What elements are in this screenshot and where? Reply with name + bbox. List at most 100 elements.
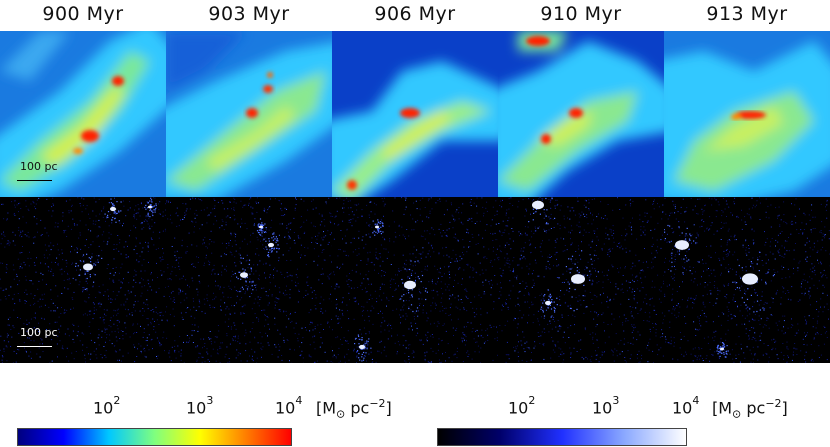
star-particle [694, 278, 696, 280]
star-particle [791, 224, 793, 225]
star-particle [377, 229, 379, 231]
star-particle [735, 283, 736, 285]
star-particle [252, 355, 253, 357]
star-particle [533, 199, 535, 201]
star-particle [427, 317, 429, 319]
star-particle [576, 266, 578, 269]
star-particle [256, 236, 258, 238]
star-particle [531, 286, 533, 288]
star-particle [408, 307, 410, 310]
star-particle [673, 231, 675, 233]
star-particle [19, 233, 21, 235]
star-particle [406, 269, 408, 271]
star-particle [442, 325, 444, 326]
star-particle [145, 204, 147, 206]
star-particle [675, 269, 677, 270]
star-particle [449, 221, 451, 223]
star-particle [152, 348, 153, 350]
star-particle [332, 350, 333, 352]
star-particle [641, 354, 643, 356]
star-particle [387, 325, 389, 327]
star-particle [733, 301, 735, 303]
star-particle [446, 209, 448, 211]
star-particle [777, 217, 778, 219]
star-particle [500, 294, 502, 296]
star-particle [753, 242, 755, 244]
star-particle [151, 272, 152, 274]
star-particle [234, 256, 236, 258]
star-particle [138, 343, 140, 345]
star-particle [398, 225, 400, 227]
star-particle [299, 226, 301, 228]
star-particle [226, 306, 228, 308]
star-particle [72, 277, 74, 279]
star-particle [526, 285, 528, 287]
star-particle [347, 207, 349, 209]
star-particle [359, 338, 361, 340]
star-particle [380, 352, 382, 354]
star-particle [337, 316, 339, 318]
star-particle [226, 247, 228, 249]
star-particle [783, 201, 785, 203]
star-particle [196, 214, 198, 216]
star-particle [695, 328, 697, 330]
star-particle [584, 269, 586, 271]
star-particle [93, 309, 95, 311]
star-particle [625, 266, 626, 267]
star-particle [50, 310, 52, 312]
star-particle [509, 298, 511, 300]
star-particle [353, 214, 355, 216]
star-particle [478, 351, 480, 353]
star-particle [509, 270, 511, 272]
star-particle [228, 285, 230, 287]
star-particle [492, 206, 494, 208]
star-particle [259, 233, 261, 236]
star-particle [578, 269, 580, 270]
star-particle [159, 312, 161, 314]
star-particle [202, 239, 204, 241]
star-particle [40, 272, 42, 274]
star-particle [30, 357, 32, 359]
star-particle [820, 334, 822, 335]
star-particle [675, 254, 677, 256]
star-particle [542, 311, 544, 313]
star-particle [135, 271, 137, 273]
star-particle [88, 353, 89, 355]
star-particle [30, 340, 32, 341]
star-particle [633, 299, 635, 301]
star-particle [701, 219, 703, 221]
star-particle [550, 228, 552, 229]
star-particle [152, 279, 153, 281]
star-particle [165, 311, 166, 313]
star-particle [722, 198, 724, 199]
star-particle [424, 238, 426, 240]
star-particle [351, 287, 353, 289]
star-particle [199, 302, 201, 304]
star-particle [279, 200, 281, 202]
star-particle [611, 234, 613, 236]
star-particle [640, 308, 642, 310]
star-particle [86, 290, 88, 292]
star-particle [781, 277, 783, 279]
star-particle [169, 278, 171, 280]
star-particle [371, 298, 373, 300]
star-particle [152, 309, 154, 310]
star-particle [298, 291, 300, 292]
star-particle [450, 295, 452, 297]
star-particle [260, 297, 262, 298]
star-particle [179, 290, 181, 292]
star-particle [586, 214, 588, 216]
star-particle [87, 273, 89, 274]
star-particle [499, 231, 501, 233]
star-particle [174, 351, 176, 353]
star-particle [269, 289, 270, 291]
star-particle [517, 345, 518, 347]
star-particle [219, 288, 221, 290]
star-particle [308, 354, 310, 356]
star-particle [816, 320, 818, 322]
star-particle [645, 294, 647, 296]
star-particle [21, 252, 23, 253]
star-particle [268, 344, 270, 346]
star-particle [12, 240, 14, 242]
star-particle [435, 202, 437, 204]
